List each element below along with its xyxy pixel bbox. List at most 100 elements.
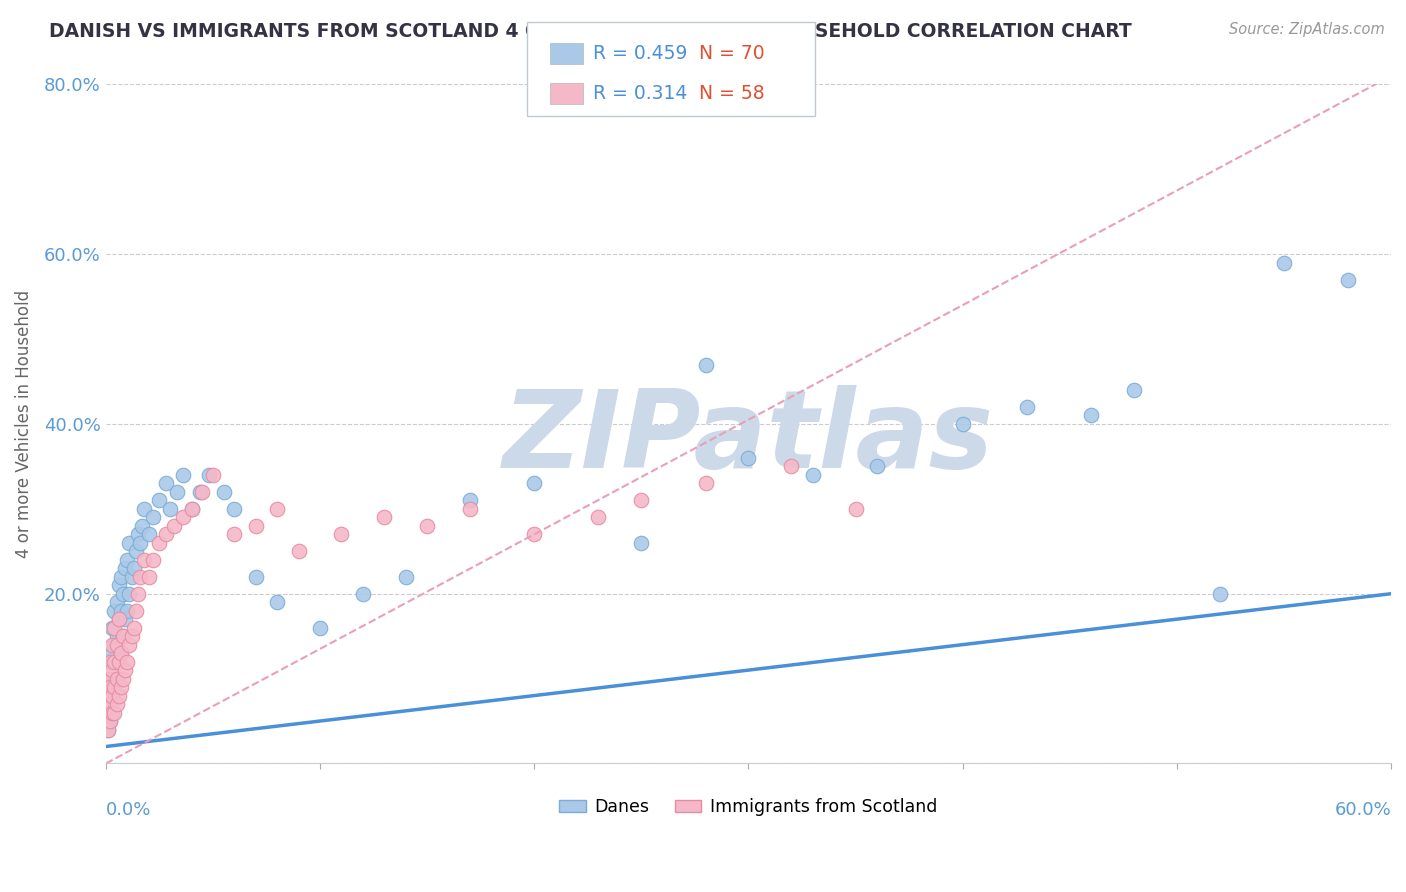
Point — [105, 672, 128, 686]
Point — [125, 544, 148, 558]
Point — [105, 697, 128, 711]
Point — [780, 459, 803, 474]
Point — [134, 501, 156, 516]
Point — [163, 518, 186, 533]
Point — [121, 629, 143, 643]
Text: R = 0.314: R = 0.314 — [593, 84, 688, 103]
Point — [172, 510, 194, 524]
Point — [695, 476, 717, 491]
Point — [197, 467, 219, 482]
Point — [352, 587, 374, 601]
Point — [101, 638, 124, 652]
Point — [98, 655, 121, 669]
Point — [107, 612, 129, 626]
Point — [117, 604, 139, 618]
Point — [97, 689, 120, 703]
Text: 60.0%: 60.0% — [1334, 801, 1391, 819]
Point — [129, 536, 152, 550]
Point — [101, 621, 124, 635]
Point — [101, 672, 124, 686]
Point — [97, 672, 120, 686]
Point — [166, 484, 188, 499]
Text: ZIPatlas: ZIPatlas — [503, 384, 994, 491]
Point — [110, 680, 132, 694]
Point — [103, 655, 125, 669]
Point — [118, 536, 141, 550]
Point — [287, 544, 309, 558]
Point — [866, 459, 889, 474]
Point — [105, 638, 128, 652]
Point — [1272, 255, 1295, 269]
Point — [188, 484, 211, 499]
Point — [245, 570, 267, 584]
Point — [111, 587, 134, 601]
Point — [121, 570, 143, 584]
Point — [127, 587, 149, 601]
Point — [114, 663, 136, 677]
Text: DANISH VS IMMIGRANTS FROM SCOTLAND 4 OR MORE VEHICLES IN HOUSEHOLD CORRELATION C: DANISH VS IMMIGRANTS FROM SCOTLAND 4 OR … — [49, 22, 1132, 41]
Point — [97, 689, 120, 703]
Point — [98, 697, 121, 711]
Point — [117, 553, 139, 567]
Point — [101, 646, 124, 660]
Point — [142, 510, 165, 524]
Point — [98, 714, 121, 728]
Point — [159, 501, 181, 516]
Point — [111, 629, 134, 643]
Point — [523, 527, 546, 541]
Point — [224, 527, 246, 541]
Point — [98, 680, 121, 694]
Point — [122, 621, 145, 635]
Point — [97, 706, 120, 720]
Point — [180, 501, 202, 516]
Point — [129, 570, 152, 584]
Point — [844, 501, 866, 516]
Point — [212, 484, 235, 499]
Point — [588, 510, 610, 524]
Point — [105, 595, 128, 609]
Point — [97, 706, 120, 720]
Point — [103, 638, 125, 652]
Point — [125, 604, 148, 618]
Point — [148, 493, 170, 508]
Point — [118, 638, 141, 652]
Point — [114, 561, 136, 575]
Point — [134, 553, 156, 567]
Point — [1080, 409, 1102, 423]
Point — [107, 578, 129, 592]
Point — [101, 706, 124, 720]
Point — [330, 527, 353, 541]
Point — [224, 501, 246, 516]
Point — [138, 527, 160, 541]
Point — [1015, 400, 1038, 414]
Point — [105, 672, 128, 686]
Point — [110, 646, 132, 660]
Text: N = 70: N = 70 — [699, 44, 765, 63]
Point — [101, 689, 124, 703]
Point — [373, 510, 395, 524]
Point — [97, 723, 120, 737]
Point — [98, 655, 121, 669]
Point — [458, 493, 481, 508]
Point — [110, 604, 132, 618]
Point — [180, 501, 202, 516]
Point — [103, 680, 125, 694]
Legend: Danes, Immigrants from Scotland: Danes, Immigrants from Scotland — [553, 791, 945, 822]
Point — [103, 672, 125, 686]
Point — [101, 663, 124, 677]
Point — [952, 417, 974, 431]
Point — [127, 527, 149, 541]
Point — [110, 646, 132, 660]
Point — [245, 518, 267, 533]
Point — [737, 450, 759, 465]
Point — [1123, 383, 1146, 397]
Point — [107, 689, 129, 703]
Point — [695, 358, 717, 372]
Point — [107, 655, 129, 669]
Point — [122, 561, 145, 575]
Point — [630, 536, 652, 550]
Point — [103, 604, 125, 618]
Point — [110, 570, 132, 584]
Y-axis label: 4 or more Vehicles in Household: 4 or more Vehicles in Household — [15, 290, 32, 558]
Point — [98, 714, 121, 728]
